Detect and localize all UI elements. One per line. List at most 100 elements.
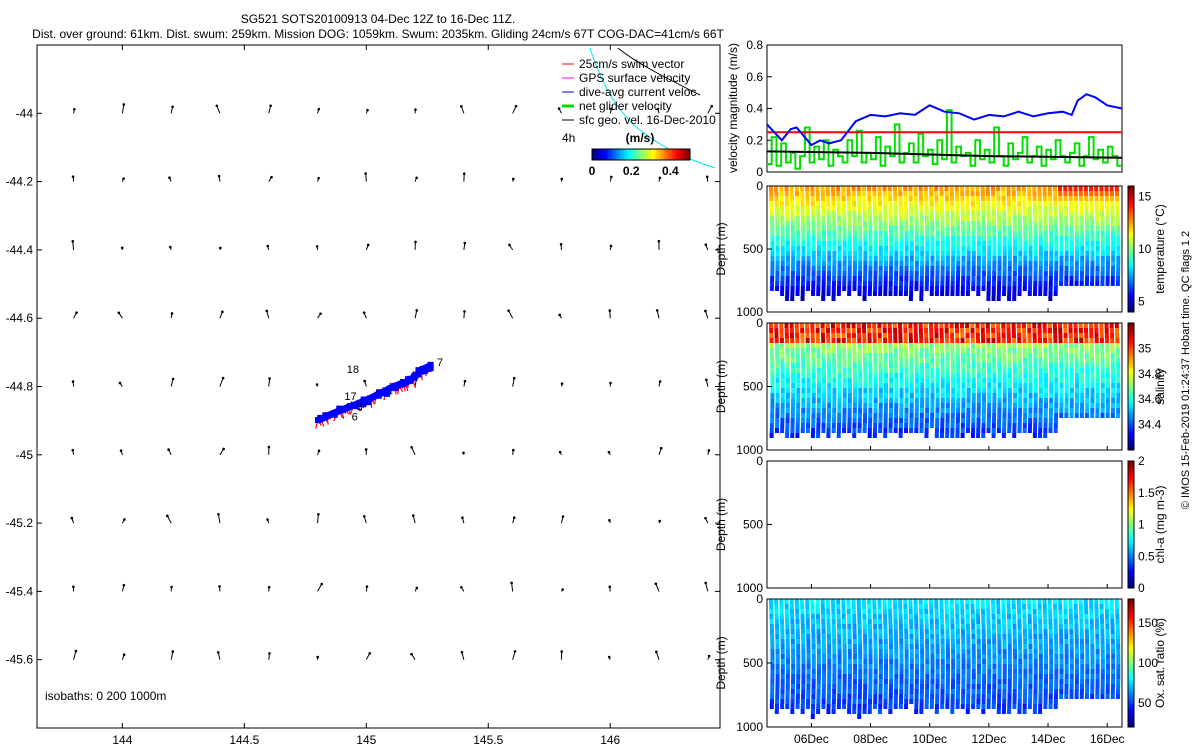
- colorbar-cell: [1128, 323, 1134, 326]
- section-cell: [1049, 674, 1054, 679]
- section-cell: [935, 363, 940, 368]
- section-cell: [1090, 353, 1095, 358]
- section-cell: [909, 241, 914, 246]
- section-cell: [780, 689, 785, 694]
- section-cell: [976, 433, 981, 438]
- section-cell: [1002, 236, 1007, 241]
- section-cell: [1073, 333, 1078, 338]
- section-cell: [951, 674, 956, 679]
- section-cell: [1001, 338, 1006, 343]
- section-cell: [1033, 383, 1038, 388]
- section-cell: [1002, 231, 1007, 236]
- section-cell: [1048, 634, 1053, 639]
- section-cell: [1105, 408, 1110, 413]
- section-cell: [779, 609, 784, 614]
- section-cell: [847, 266, 852, 271]
- section-cell: [837, 423, 842, 428]
- section-cell: [929, 191, 934, 196]
- geo-velocity-arrowhead: [122, 177, 125, 180]
- section-cell: [811, 281, 816, 286]
- section-cell: [898, 338, 903, 343]
- section-cell: [853, 251, 858, 256]
- section-cell: [856, 328, 861, 333]
- section-cell: [796, 659, 801, 664]
- section-cell: [785, 403, 790, 408]
- section-cell: [815, 338, 820, 343]
- section-cell: [1058, 343, 1063, 348]
- section-cell: [821, 634, 826, 639]
- section-cell: [852, 624, 857, 629]
- section-cell: [1054, 373, 1059, 378]
- section-cell: [883, 353, 888, 358]
- section-cell: [852, 353, 857, 358]
- section-cell: [893, 191, 898, 196]
- section-cell: [1032, 343, 1037, 348]
- section-cell: [1054, 231, 1059, 236]
- section-cell: [1074, 368, 1079, 373]
- section-cell: [1085, 261, 1090, 266]
- section-cell: [785, 378, 790, 383]
- section-cell: [929, 624, 934, 629]
- section-cell: [945, 368, 950, 373]
- section-cell: [887, 186, 892, 191]
- section-cell: [883, 408, 888, 413]
- section-cell: [1032, 614, 1037, 619]
- section-cell: [919, 221, 924, 226]
- section-cell: [811, 699, 816, 704]
- section-cell: [992, 231, 997, 236]
- section-cell: [976, 403, 981, 408]
- section-cell: [960, 286, 965, 291]
- section-cell: [862, 348, 867, 353]
- section-cell: [853, 393, 858, 398]
- section-cell: [909, 639, 914, 644]
- section-cell: [811, 291, 816, 296]
- colorbar-cell: [1128, 573, 1134, 576]
- section-cell: [992, 378, 997, 383]
- section-cell: [1028, 629, 1033, 634]
- section-cell: [980, 604, 985, 609]
- section-cell: [780, 699, 785, 704]
- section-cell: [868, 408, 873, 413]
- section-cell: [914, 619, 919, 624]
- geo-velocity-arrowhead: [608, 309, 612, 312]
- section-cell: [971, 226, 976, 231]
- section-cell: [780, 674, 785, 679]
- section-cell: [832, 664, 837, 669]
- section-cell: [862, 286, 867, 291]
- geo-velocity-arrow: [414, 310, 418, 319]
- section-cell: [1038, 276, 1043, 281]
- section-cell: [842, 634, 847, 639]
- section-cell: [1007, 619, 1012, 624]
- section-cell: [837, 231, 842, 236]
- section-cell: [935, 286, 940, 291]
- section-cell: [1007, 291, 1012, 296]
- section-cell: [821, 639, 826, 644]
- section-cell: [770, 266, 775, 271]
- section-cell: [785, 418, 790, 423]
- section-cell: [873, 689, 878, 694]
- section-cell: [1012, 614, 1017, 619]
- section-cell: [940, 669, 945, 674]
- section-cell: [857, 211, 862, 216]
- section-cell: [832, 271, 837, 276]
- section-cell: [822, 679, 827, 684]
- section-cell: [915, 388, 920, 393]
- scale-note: 4h: [562, 131, 575, 145]
- section-cell: [830, 599, 835, 604]
- section-cell: [892, 599, 897, 604]
- section-cell: [837, 226, 842, 231]
- section-cell: [1054, 241, 1059, 246]
- section-cell: [930, 383, 935, 388]
- section-cell: [909, 684, 914, 689]
- section-cell: [816, 266, 821, 271]
- section-cell: [790, 689, 795, 694]
- section-cell: [945, 428, 950, 433]
- section-cell: [1018, 644, 1023, 649]
- section-cell: [1016, 328, 1021, 333]
- section-cell: [945, 378, 950, 383]
- section-cell: [899, 664, 904, 669]
- section-cell: [992, 634, 997, 639]
- section-cell: [1063, 343, 1068, 348]
- section-cell: [1090, 216, 1095, 221]
